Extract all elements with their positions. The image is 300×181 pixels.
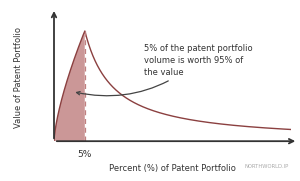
Text: NORTHWORLD.IP: NORTHWORLD.IP xyxy=(244,164,289,169)
Polygon shape xyxy=(54,31,85,141)
Text: 5% of the patent portfolio
volume is worth 95% of
the value: 5% of the patent portfolio volume is wor… xyxy=(76,44,253,96)
Text: Percent (%) of Patent Portfolio: Percent (%) of Patent Portfolio xyxy=(109,164,236,173)
Text: Value of Patent Portfolio: Value of Patent Portfolio xyxy=(14,27,23,128)
Text: 5%: 5% xyxy=(78,150,92,159)
